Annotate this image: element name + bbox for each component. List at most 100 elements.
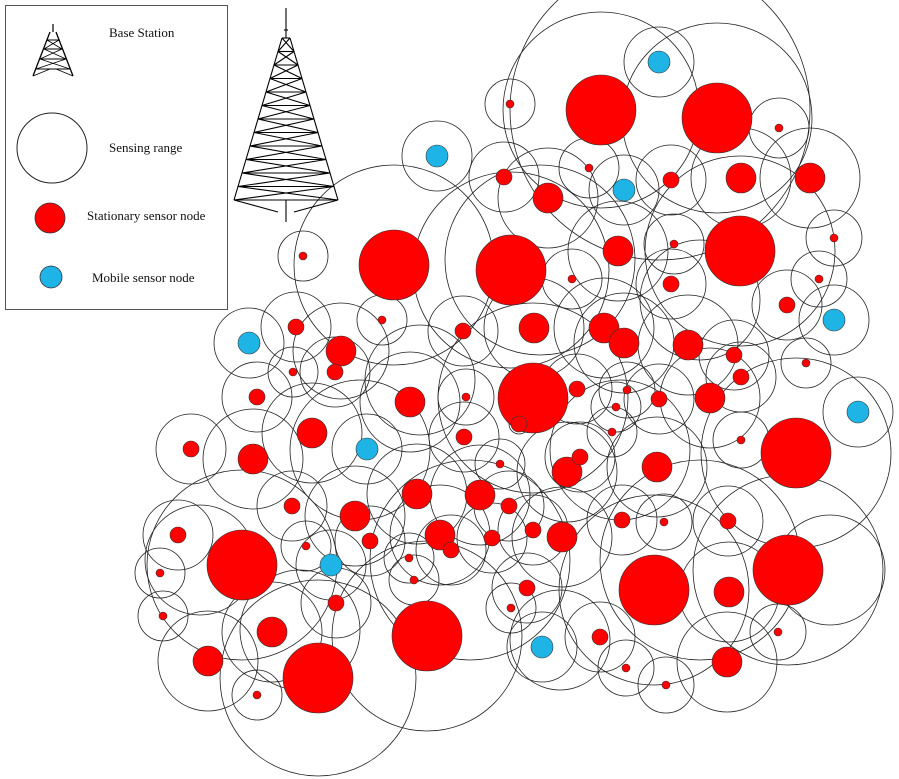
stationary-sensor-node — [669, 239, 679, 249]
sensing-range-circle — [304, 465, 406, 567]
sensing-range-circle — [261, 382, 363, 484]
sensing-range-circle — [549, 379, 691, 521]
tower-strut — [249, 145, 327, 161]
stationary-sensor-node — [736, 435, 746, 445]
sensing-range-circle — [643, 213, 705, 275]
stationary-sensor-node — [495, 459, 505, 469]
stationary-sensor-node — [475, 234, 547, 306]
stationary-sensor-node — [773, 627, 783, 637]
stationary-sensor-node — [694, 382, 726, 414]
sensing-range-circle — [137, 590, 189, 642]
stationary-sensor-node — [713, 576, 745, 608]
sensing-range-circle — [484, 78, 536, 130]
stationary-sensor-node — [252, 690, 262, 700]
mobile-sensor-node — [319, 553, 343, 577]
stationary-sensor-node — [661, 680, 671, 690]
stationary-sensor-node — [454, 322, 472, 340]
base-station-tower-icon — [233, 8, 339, 222]
sensing-range-circle — [331, 413, 403, 485]
tower-strut — [293, 199, 339, 213]
sensing-range-circle — [822, 376, 894, 448]
stationary-sensor-node — [505, 99, 515, 109]
sensing-range-circle — [497, 147, 599, 249]
stationary-sensor-node — [613, 511, 631, 529]
stationary-sensor-node — [662, 171, 680, 189]
mobile-sensor-node — [355, 437, 379, 461]
sensing-range-circle — [759, 127, 861, 229]
sensing-range-circle — [277, 230, 329, 282]
sensing-range-circle — [553, 277, 655, 379]
sensing-range-circle — [637, 656, 695, 714]
tower-strut — [233, 185, 335, 201]
tower-strut — [253, 118, 315, 134]
sensing-range-circle — [567, 200, 669, 302]
tower-strut — [241, 158, 327, 174]
stationary-sensor-node — [732, 368, 750, 386]
tower-strut — [249, 131, 319, 147]
stationary-sensor-node — [283, 497, 301, 515]
stationary-sensor-node — [495, 168, 513, 186]
mobile-sensor-node — [647, 50, 671, 74]
sensing-range-circle — [798, 284, 870, 356]
stationary-sensor-node — [288, 367, 298, 377]
stationary-sensor-node — [571, 448, 589, 466]
stationary-sensor-node — [206, 529, 278, 601]
sensing-range-circle — [401, 120, 473, 192]
sensing-range-circle — [805, 209, 863, 267]
stationary-sensor-node — [518, 312, 550, 344]
stationary-sensor-node — [287, 318, 305, 336]
tower-strut — [245, 145, 323, 161]
stationary-sensor-node — [339, 500, 371, 532]
sensing-range-circle — [142, 499, 214, 571]
sensing-range-circle — [256, 470, 328, 542]
stationary-sensor-node — [622, 385, 632, 395]
stationary-sensor-node — [327, 594, 345, 612]
stationary-sensor-node — [611, 402, 621, 412]
stationary-sensor-node — [455, 428, 473, 446]
sensing-range-circle — [474, 438, 526, 490]
stationary-sensor-node — [672, 329, 704, 361]
stationary-sensor-node — [461, 392, 471, 402]
stationary-sensor-node — [681, 82, 753, 154]
mobile-sensor-node — [425, 144, 449, 168]
stationary-sensor-node — [464, 479, 496, 511]
stationary-sensor-node — [551, 456, 583, 488]
legend-label-stationary: Stationary sensor node — [87, 208, 206, 223]
sensing-range-circle — [219, 579, 417, 777]
sensing-range-circle — [790, 250, 848, 308]
tower-strut — [265, 77, 303, 93]
sensing-range-circle — [751, 269, 823, 341]
sensing-range-circle — [221, 361, 293, 433]
mobile-node-icon — [39, 265, 63, 289]
sensing-range-circle — [437, 368, 495, 426]
stationary-sensor-node — [483, 529, 501, 547]
stationary-sensor-node — [518, 579, 536, 597]
tower-strut — [269, 77, 307, 93]
stationary-sensor-node — [704, 215, 776, 287]
sensing-range-circle — [564, 601, 636, 673]
stationary-sensor-node — [814, 274, 824, 284]
stationary-sensor-node — [794, 162, 826, 194]
tower-strut — [261, 104, 315, 120]
sensing-range-circle — [506, 611, 578, 683]
sensing-range-circle — [692, 485, 764, 557]
stationary-sensor-node — [778, 296, 796, 314]
stationary-sensor-node — [650, 390, 668, 408]
sensing-range-circle — [260, 291, 332, 363]
stationary-sensor-node — [711, 646, 743, 678]
tower-strut — [265, 91, 311, 107]
stationary-sensor-node — [506, 603, 516, 613]
sensor-node-layer — [155, 50, 870, 714]
mobile-sensor-node — [612, 178, 636, 202]
stationary-sensor-node — [602, 235, 634, 267]
mobile-sensor-node — [530, 635, 554, 659]
stationary-sensor-node — [394, 386, 426, 418]
legend-label-base-station: Base Station — [109, 25, 175, 40]
stationary-sensor-node — [377, 315, 387, 325]
sensing-range-circle — [635, 248, 707, 320]
sensing-range-circle — [509, 0, 811, 261]
sensing-range-circle — [202, 408, 304, 510]
sensing-range-circle — [598, 361, 656, 419]
legend-item-mobile: Mobile sensor node — [6, 258, 229, 318]
